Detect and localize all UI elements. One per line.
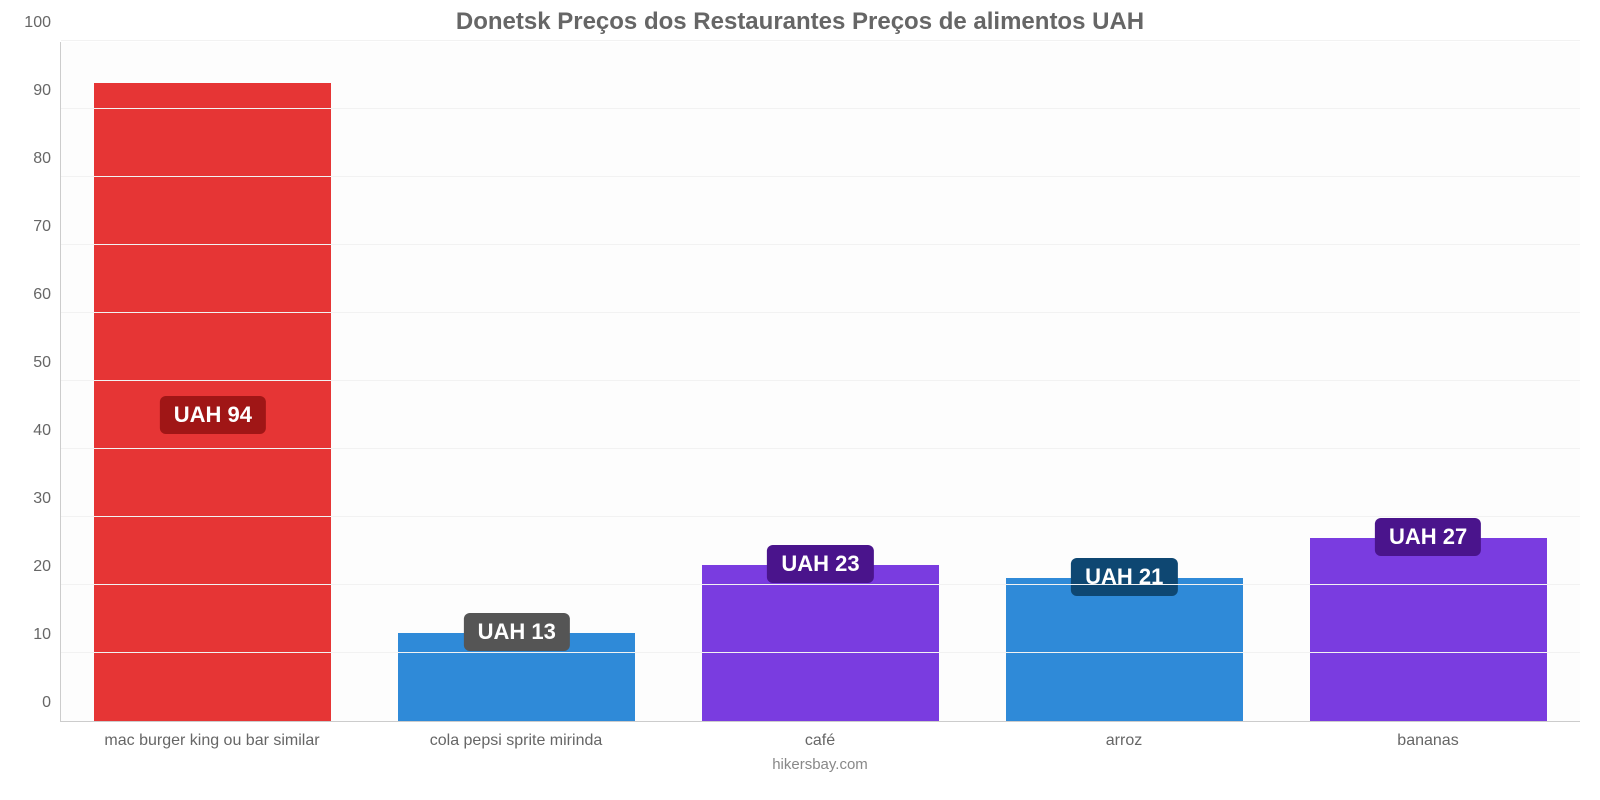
value-badge: UAH 27 [1375,518,1481,556]
gridline [61,448,1580,449]
chart-title: Donetsk Preços dos Restaurantes Preços d… [0,0,1600,42]
bar: UAH 13 [398,633,635,721]
gridline [61,176,1580,177]
bar: UAH 23 [702,565,939,721]
bar: UAH 27 [1310,538,1547,721]
value-badge: UAH 94 [160,396,266,434]
x-axis-label: arroz [972,732,1276,750]
ytick-label: 80 [33,150,61,168]
bar-slot: UAH 23 [669,42,973,721]
chart-wrap: UAH 94UAH 13UAH 23UAH 21UAH 27 010203040… [60,42,1580,773]
attribution-text: hikersbay.com [60,756,1580,773]
bar-slot: UAH 21 [972,42,1276,721]
gridline [61,40,1580,41]
bar-slot: UAH 13 [365,42,669,721]
x-axis-label: mac burger king ou bar similar [60,732,364,750]
value-badge: UAH 23 [767,545,873,583]
gridline [61,584,1580,585]
ytick-label: 100 [24,14,61,32]
ytick-label: 20 [33,558,61,576]
ytick-label: 40 [33,422,61,440]
ytick-label: 90 [33,82,61,100]
ytick-label: 0 [42,694,61,712]
x-axis-label: café [668,732,972,750]
gridline [61,244,1580,245]
bar-slot: UAH 94 [61,42,365,721]
gridline [61,516,1580,517]
ytick-label: 50 [33,354,61,372]
x-axis-label: bananas [1276,732,1580,750]
gridline [61,380,1580,381]
gridline [61,108,1580,109]
gridline [61,312,1580,313]
x-axis-label: cola pepsi sprite mirinda [364,732,668,750]
ytick-label: 30 [33,490,61,508]
ytick-label: 60 [33,286,61,304]
bar: UAH 21 [1006,578,1243,721]
x-axis-labels: mac burger king ou bar similarcola pepsi… [60,732,1580,750]
ytick-label: 10 [33,626,61,644]
plot-area: UAH 94UAH 13UAH 23UAH 21UAH 27 010203040… [60,42,1580,722]
bar: UAH 94 [94,83,331,721]
bars-row: UAH 94 UAH 13 UAH 23 UAH 21 UAH 27 [61,42,1580,721]
gridline [61,652,1580,653]
value-badge: UAH 21 [1071,558,1177,596]
bar-slot: UAH 27 [1276,42,1580,721]
ytick-label: 70 [33,218,61,236]
value-badge: UAH 13 [464,613,570,651]
